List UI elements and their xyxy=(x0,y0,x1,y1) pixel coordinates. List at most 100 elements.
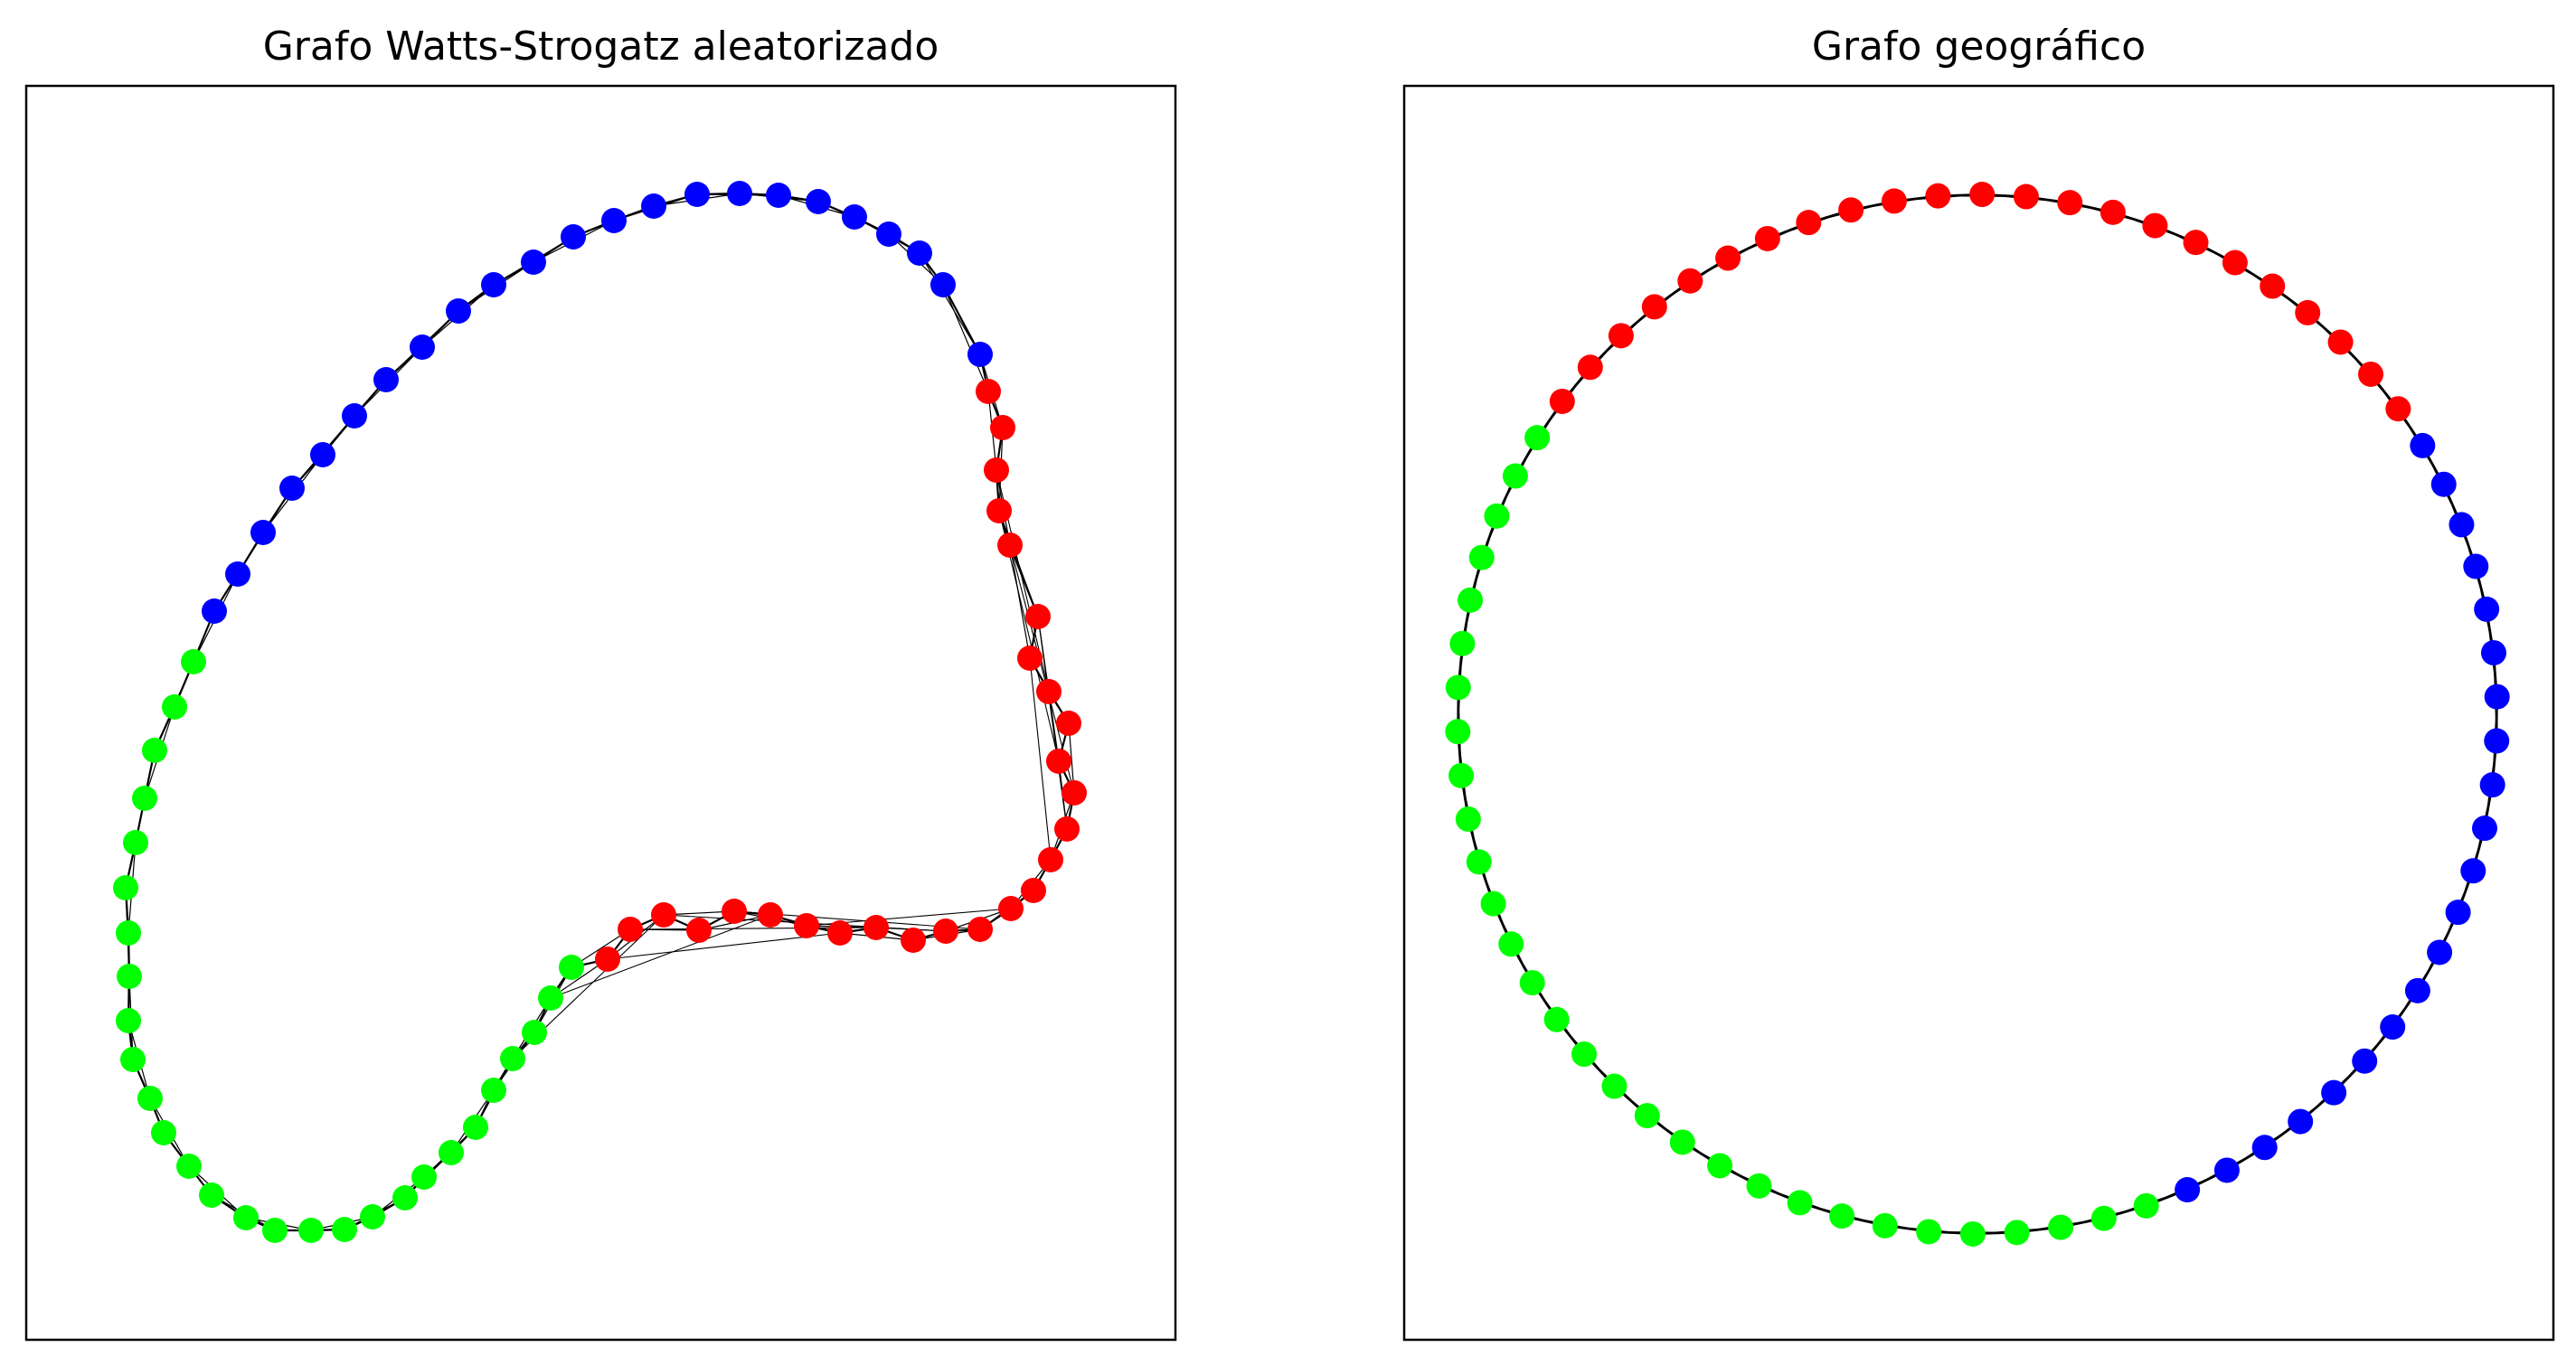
right-node xyxy=(1715,245,1741,271)
right-node xyxy=(1498,931,1524,957)
right-node xyxy=(2133,1192,2159,1219)
right-node xyxy=(1796,210,1822,236)
right-node xyxy=(2004,1220,2030,1246)
left-node xyxy=(117,964,142,989)
right-node xyxy=(1571,1041,1597,1068)
right-node xyxy=(1484,503,1510,529)
left-node xyxy=(794,913,819,938)
left-node xyxy=(1021,878,1046,903)
right-node xyxy=(1872,1212,1898,1239)
right-node xyxy=(2090,1205,2117,1231)
left-node xyxy=(151,1120,176,1145)
left-edge xyxy=(942,284,981,355)
left-panel xyxy=(24,84,1177,1342)
right-node xyxy=(1829,1203,1855,1229)
right-node xyxy=(1641,294,1667,320)
right-node xyxy=(2449,512,2475,538)
left-node xyxy=(1036,679,1062,704)
right-node-layer xyxy=(1445,182,2510,1247)
right-node xyxy=(2295,299,2321,325)
left-node xyxy=(120,1047,146,1072)
left-node-layer xyxy=(113,181,1087,1243)
left-panel-frame xyxy=(24,84,1177,1342)
right-node xyxy=(2427,939,2453,966)
left-node xyxy=(439,1140,464,1165)
left-node xyxy=(976,379,1001,404)
right-node xyxy=(2213,1157,2240,1183)
left-node xyxy=(332,1217,357,1242)
right-node xyxy=(1746,1173,1772,1199)
left-node xyxy=(481,1078,506,1103)
left-node xyxy=(997,532,1023,558)
left-node xyxy=(933,919,958,944)
right-node xyxy=(1577,354,1603,381)
left-node xyxy=(684,182,710,207)
left-node xyxy=(986,498,1012,523)
right-node xyxy=(1445,674,1471,701)
left-node xyxy=(827,920,853,946)
right-node xyxy=(2479,772,2505,798)
right-node xyxy=(2410,432,2436,458)
right-node xyxy=(1754,225,1780,251)
right-node xyxy=(1524,425,1551,451)
right-node xyxy=(2460,858,2486,884)
right-node xyxy=(2142,212,2168,239)
left-node xyxy=(410,334,435,360)
right-node xyxy=(2352,1048,2378,1074)
right-panel-frame xyxy=(1402,84,2555,1342)
left-node xyxy=(181,649,206,674)
right-node xyxy=(2445,900,2471,926)
left-node xyxy=(1017,645,1043,671)
right-node xyxy=(1455,806,1481,833)
left-node xyxy=(876,221,901,247)
right-node xyxy=(2260,273,2286,299)
left-node xyxy=(373,367,399,392)
right-node xyxy=(1502,463,1528,489)
right-node xyxy=(1543,1006,1570,1032)
right-node xyxy=(1838,197,1864,223)
left-node xyxy=(722,899,747,924)
right-node xyxy=(1608,323,1634,349)
left-node xyxy=(842,204,867,230)
left-node xyxy=(142,738,167,763)
right-node xyxy=(2471,815,2497,842)
left-node xyxy=(199,1182,224,1208)
right-node xyxy=(2013,184,2039,210)
right-node xyxy=(1601,1073,1628,1099)
left-node xyxy=(595,947,620,972)
left-node xyxy=(561,224,586,250)
left-node xyxy=(727,181,752,206)
left-node xyxy=(984,457,1009,483)
left-node xyxy=(641,193,666,219)
left-node xyxy=(411,1164,437,1190)
right-node xyxy=(2183,230,2209,256)
left-node xyxy=(1025,604,1051,629)
right-node xyxy=(2288,1108,2314,1135)
right-node xyxy=(2430,471,2457,497)
left-node xyxy=(806,189,831,214)
right-node xyxy=(1916,1219,1942,1245)
left-node xyxy=(137,1086,163,1111)
left-node xyxy=(233,1205,259,1230)
left-node xyxy=(618,917,643,942)
left-node xyxy=(250,520,276,545)
left-node xyxy=(990,415,1015,440)
right-node xyxy=(1468,544,1495,570)
left-node xyxy=(116,920,141,946)
left-node xyxy=(162,694,187,720)
left-node xyxy=(1038,847,1063,872)
right-node xyxy=(2222,250,2248,276)
right-node xyxy=(2484,728,2510,754)
right-node xyxy=(1480,890,1506,917)
left-node xyxy=(686,918,712,943)
right-node xyxy=(2175,1177,2201,1203)
left-node xyxy=(298,1218,324,1243)
right-node xyxy=(2048,1214,2074,1240)
left-edge xyxy=(1008,544,1040,617)
left-node xyxy=(446,298,471,324)
left-node xyxy=(132,786,157,811)
left-node xyxy=(279,476,305,501)
right-node xyxy=(2327,329,2354,355)
left-node xyxy=(463,1115,488,1140)
left-node xyxy=(766,183,791,208)
